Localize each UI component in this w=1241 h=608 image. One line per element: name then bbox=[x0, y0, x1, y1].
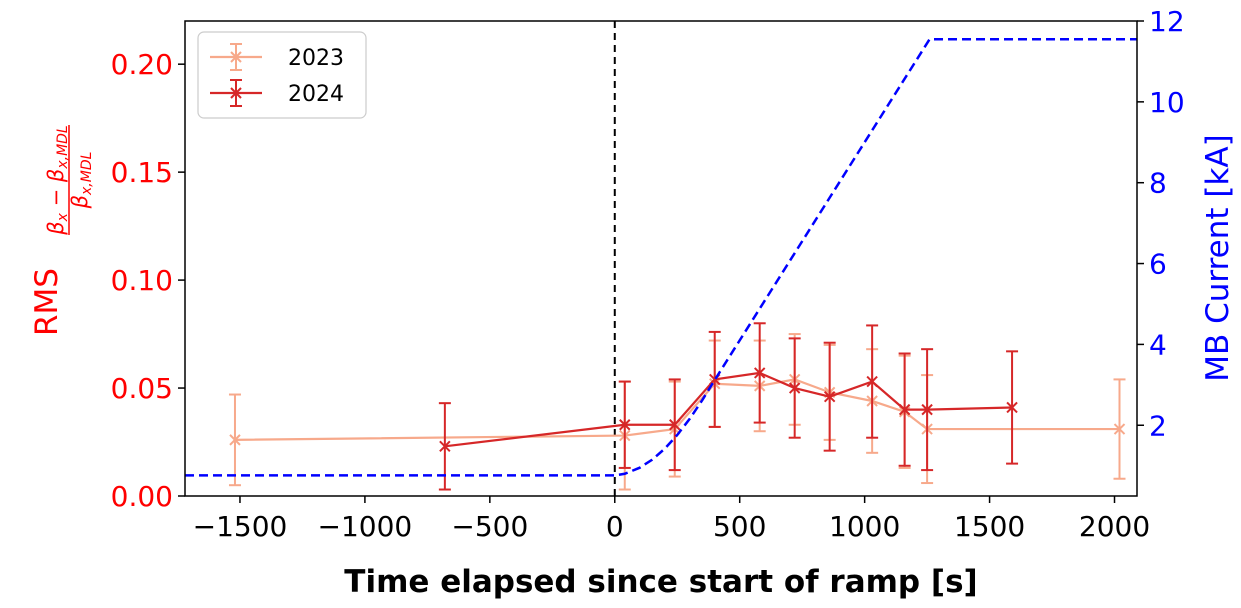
numerator-minus-beta: − β bbox=[44, 169, 68, 213]
left-y-tick-label: 0.20 bbox=[111, 48, 173, 81]
data-point-2024 bbox=[866, 375, 878, 388]
x-tick-label: 1000 bbox=[829, 510, 900, 543]
series-2024 bbox=[438, 322, 1019, 491]
data-point-2024 bbox=[788, 382, 801, 394]
left-y-axis-numerator: βx − βx,MDL bbox=[44, 125, 71, 235]
data-point-2024-stroke-b bbox=[788, 382, 801, 394]
data-point-2024 bbox=[619, 419, 631, 431]
data-point-2024-stroke-b bbox=[619, 419, 631, 431]
x-tick-label: −1500 bbox=[193, 510, 288, 543]
data-point-2024 bbox=[439, 440, 451, 453]
x-axis-title: Time elapsed since start of ramp [s] bbox=[344, 564, 977, 600]
left-y-tick-label: 0.05 bbox=[111, 372, 173, 405]
left-y-tick-label: 0.10 bbox=[111, 264, 173, 297]
data-point-2024-stroke-b bbox=[823, 390, 836, 403]
x-tick-label: −1000 bbox=[318, 510, 413, 543]
legend-entry-2024: 2024 bbox=[210, 79, 344, 107]
x-tick-label: 500 bbox=[713, 510, 766, 543]
legend-marker bbox=[230, 87, 242, 99]
data-point-2024 bbox=[1006, 401, 1018, 414]
legend-marker-stroke-b bbox=[230, 51, 242, 63]
x-axis-ticks: −1500 −1000 −500 0 500 1000 1500 2000 bbox=[193, 496, 1150, 543]
right-y-tick-label: 12 bbox=[1149, 5, 1185, 38]
data-point-2024-stroke-b bbox=[898, 403, 911, 416]
data-point-2024-stroke-b bbox=[921, 403, 933, 416]
series-2023 bbox=[228, 333, 1126, 491]
data-point-2024-stroke-b bbox=[753, 367, 766, 379]
left-y-axis-ticks: 0.00 0.05 0.10 0.15 0.20 bbox=[111, 48, 185, 513]
left-y-axis-denominator: βx,MDL bbox=[68, 152, 95, 210]
numerator-sub-mdl: x,MDL bbox=[55, 125, 71, 169]
data-point-2024 bbox=[921, 403, 933, 416]
data-point-2024-stroke-b bbox=[669, 419, 681, 431]
data-point-2024 bbox=[753, 367, 766, 379]
legend-marker bbox=[230, 51, 242, 63]
numerator-sub-x: x bbox=[55, 212, 71, 222]
numerator-beta: β bbox=[44, 221, 68, 235]
data-point-2023-stroke-b bbox=[1113, 423, 1126, 435]
right-y-tick-label: 4 bbox=[1149, 328, 1167, 361]
data-point-2024-stroke-b bbox=[439, 440, 451, 453]
denominator-sub-mdl: x,MDL bbox=[79, 152, 95, 196]
plot-frame bbox=[184, 20, 1138, 497]
x-tick-label: −500 bbox=[451, 510, 528, 543]
right-y-tick-label: 10 bbox=[1149, 86, 1185, 119]
data-point-2024 bbox=[669, 419, 681, 431]
right-y-tick-label: 8 bbox=[1149, 167, 1167, 200]
x-tick-label: 2000 bbox=[1079, 510, 1150, 543]
legend: 2023 2024 bbox=[197, 31, 367, 119]
data-point-2024-stroke-b bbox=[866, 375, 878, 388]
left-y-tick-label: 0.00 bbox=[111, 480, 173, 513]
legend-marker-stroke-b bbox=[230, 87, 242, 99]
data-point-2023 bbox=[1113, 423, 1126, 435]
legend-entries: 2023 2024 bbox=[210, 43, 344, 107]
data-point-2023 bbox=[229, 434, 241, 446]
left-y-tick-label: 0.15 bbox=[111, 156, 173, 189]
legend-label: 2023 bbox=[288, 46, 344, 71]
data-point-2023-stroke-b bbox=[229, 434, 241, 446]
right-y-axis-title: MB Current [kA] bbox=[1200, 134, 1236, 382]
x-tick-label: 1500 bbox=[954, 510, 1025, 543]
x-tick-label: 0 bbox=[606, 510, 624, 543]
series-layer bbox=[185, 37, 1137, 491]
denominator-beta: β bbox=[68, 195, 92, 209]
legend-label: 2024 bbox=[288, 82, 344, 107]
data-point-2024 bbox=[823, 390, 836, 403]
series-mb-current bbox=[185, 37, 1137, 477]
left-y-axis-title: RMS βx − βx,MDL βx,MDL bbox=[29, 125, 95, 336]
data-point-2024-stroke-b bbox=[1006, 401, 1018, 414]
right-y-tick-label: 2 bbox=[1149, 409, 1167, 442]
right-y-tick-label: 6 bbox=[1149, 248, 1167, 281]
right-y-axis-ticks: 2 4 6 8 10 12 bbox=[1137, 5, 1185, 442]
series-line-mb-current bbox=[185, 37, 1137, 477]
data-point-2024 bbox=[898, 403, 911, 416]
left-y-axis-prefix: RMS bbox=[29, 268, 65, 336]
legend-entry-2023: 2023 bbox=[210, 43, 344, 71]
